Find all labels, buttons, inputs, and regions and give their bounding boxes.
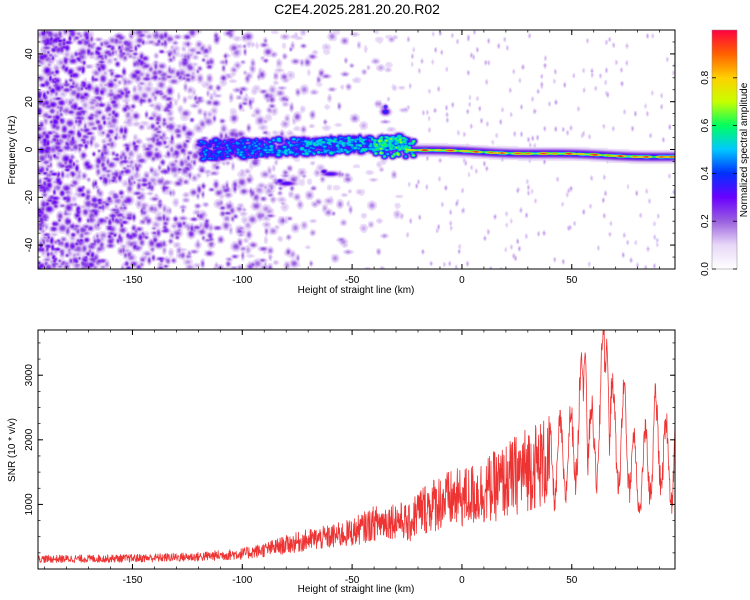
colorbar: 0.0 0.2 0.4 0.6 0.8 Normalized spectral ampl… — [700, 29, 750, 276]
colorbar-fill — [712, 30, 737, 269]
x-tick-label: 50 — [566, 575, 578, 586]
x-tick-label: -100 — [232, 275, 252, 286]
spectrogram-panel: -150 -100 -50 0 50 -40 -20 0 20 40 Height of str… — [7, 29, 676, 296]
snr-y-ticks: 1000 2000 3000 — [24, 342, 675, 570]
y-tick-label: 3000 — [24, 364, 35, 387]
colorbar-tick-label: 0.4 — [700, 166, 711, 180]
colorbar-label: Normalized spectral amplitude — [739, 82, 750, 217]
snr-y-label: SNR (10 * v/v) — [7, 418, 18, 482]
spectrogram-y-label: Frequency (Hz) — [7, 116, 18, 185]
colorbar-tick-label: 0.8 — [700, 70, 711, 84]
spectrogram-x-ticks: -150 -100 -50 0 50 — [44, 30, 660, 286]
y-tick-label: 1000 — [24, 493, 35, 516]
snr-x-ticks: -150 -100 -50 0 50 — [44, 330, 660, 586]
x-tick-label: 50 — [566, 275, 578, 286]
colorbar-tick-label: 0.6 — [700, 118, 711, 132]
spectrogram-heatmap — [38, 30, 675, 269]
spectrogram-y-ticks: -40 -20 0 20 40 — [24, 29, 675, 270]
snr-frame — [37, 329, 676, 570]
x-tick-label: 0 — [459, 275, 465, 286]
y-tick-label: 40 — [24, 48, 35, 60]
figure-title: C2E4.2025.281.20.20.R02 — [274, 1, 440, 17]
spectrogram-canvas-holder — [38, 30, 675, 269]
snr-series-line — [38, 330, 675, 564]
colorbar-ticks: 0.0 0.2 0.4 0.6 0.8 — [700, 70, 737, 276]
x-tick-label: -100 — [232, 575, 252, 586]
x-tick-label: -50 — [345, 575, 360, 586]
x-tick-label: -150 — [122, 575, 142, 586]
snr-x-label: Height of straight line (km) — [298, 584, 415, 595]
y-tick-label: 2000 — [24, 428, 35, 451]
colorbar-tick-label: 0.2 — [700, 214, 711, 228]
y-tick-label: -40 — [24, 237, 35, 252]
x-tick-label: 0 — [459, 575, 465, 586]
y-tick-label: 0 — [24, 146, 35, 152]
x-tick-label: -150 — [122, 275, 142, 286]
y-tick-label: -20 — [24, 190, 35, 205]
x-tick-label: -50 — [345, 275, 360, 286]
snr-panel: -150 -100 -50 0 50 1000 2000 3000 Height of st… — [7, 329, 676, 595]
colorbar-frame — [711, 29, 738, 270]
colorbar-tick-label: 0.0 — [700, 262, 711, 276]
y-tick-label: 20 — [24, 96, 35, 108]
spectrogram-x-label: Height of straight line (km) — [298, 285, 415, 296]
